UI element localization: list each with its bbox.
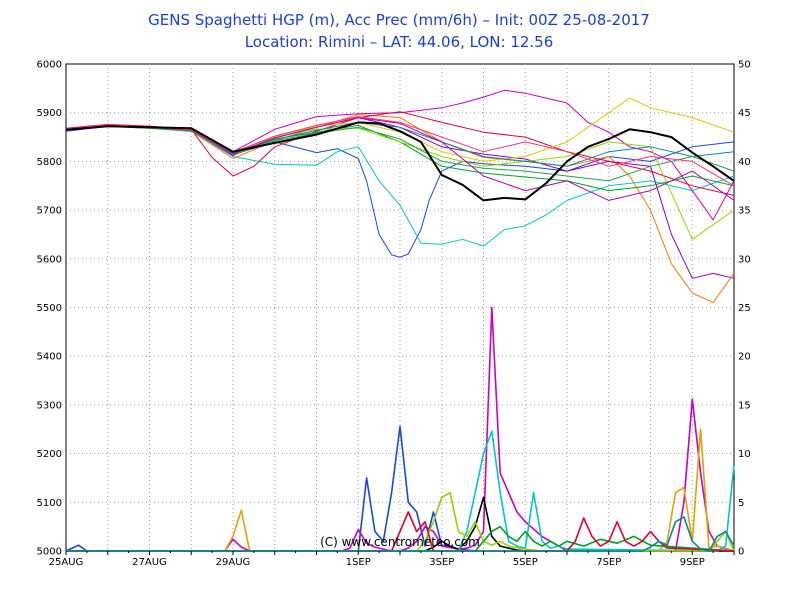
- y-right-tick-label: 0: [738, 547, 744, 558]
- y-right-tick-label: 30: [738, 254, 751, 265]
- y-left-tick-label: 5600: [37, 254, 62, 265]
- hgp-lines: [65, 89, 735, 304]
- y-right-tick-label: 40: [738, 157, 751, 168]
- y-left-tick-label: 5400: [37, 352, 62, 363]
- grid: [66, 64, 734, 551]
- precip-red-line: [66, 511, 735, 552]
- y-right-tick-label: 20: [738, 352, 751, 363]
- chart-title: GENS Spaghetti HGP (m), Acc Prec (mm/6h)…: [148, 11, 650, 29]
- y-left-tick-label: 5800: [37, 157, 62, 168]
- precip-teal-line: [66, 516, 735, 552]
- y-left-tick-label: 6000: [37, 60, 62, 71]
- control-line: [65, 121, 735, 202]
- x-tick-label: 7SEP: [596, 557, 621, 568]
- member-darkgreen-line: [65, 125, 735, 182]
- y-right-tick-label: 10: [738, 449, 751, 460]
- y-left-tick-label: 5700: [37, 206, 62, 217]
- precip-orange-line: [66, 428, 735, 552]
- y-left-tick-label: 5300: [37, 400, 62, 411]
- y-left-tick-label: 5200: [37, 449, 62, 460]
- credit-watermark: (C) www.centrometeo.com: [320, 535, 480, 549]
- y-right-tick-label: 50: [738, 60, 751, 71]
- precip-cyan-line: [66, 430, 735, 552]
- chart-subtitle: Location: Rimini – LAT: 44.06, LON: 12.5…: [245, 33, 554, 51]
- y-right-tick-label: 35: [738, 206, 751, 217]
- member-cyan-line: [65, 124, 735, 247]
- y-right-tick-label: 5: [738, 498, 744, 509]
- x-tick-label: 3SEP: [429, 557, 454, 568]
- x-tick-label: 9SEP: [680, 557, 705, 568]
- x-tick-label: 25AUG: [49, 557, 84, 568]
- x-tick-label: 29AUG: [216, 557, 251, 568]
- x-tick-label: 5SEP: [513, 557, 538, 568]
- axis-ticks: 5000510052005300540055005600570058005900…: [37, 60, 751, 569]
- y-left-tick-label: 5500: [37, 303, 62, 314]
- y-right-tick-label: 25: [738, 303, 751, 314]
- y-left-tick-label: 5000: [37, 547, 62, 558]
- x-tick-label: 27AUG: [132, 557, 167, 568]
- y-left-tick-label: 5900: [37, 108, 62, 119]
- y-left-tick-label: 5100: [37, 498, 62, 509]
- y-right-tick-label: 15: [738, 400, 751, 411]
- y-right-tick-label: 45: [738, 108, 751, 119]
- x-tick-label: 1SEP: [346, 557, 371, 568]
- precip-lines: [65, 306, 735, 552]
- precip-green-line: [66, 525, 735, 552]
- precip-black-line: [66, 496, 734, 552]
